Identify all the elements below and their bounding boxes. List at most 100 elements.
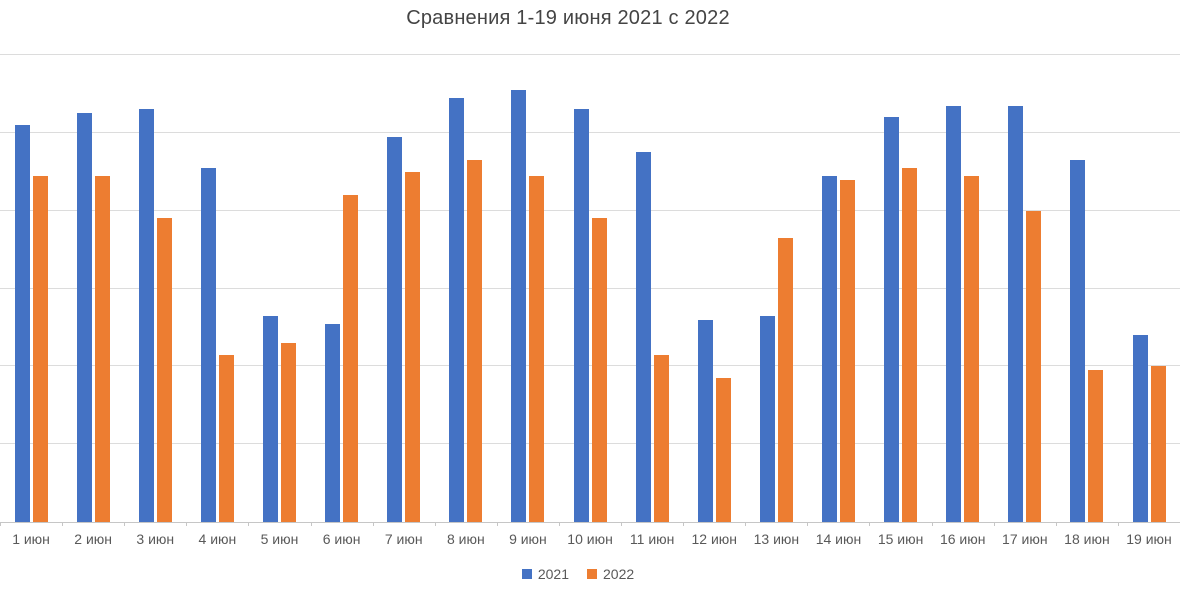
- bar-2022-17-июн: [1026, 210, 1042, 522]
- x-axis-label-13: 13 июн: [753, 531, 800, 547]
- bar-2021-11-июн: [635, 152, 651, 522]
- bar-2022-2-июн: [94, 175, 110, 522]
- x-axis-label-7: 7 июн: [384, 531, 423, 547]
- x-axis-tick: [993, 522, 995, 526]
- bar-2021-8-июн: [449, 97, 465, 522]
- x-axis-label-6: 6 июн: [322, 531, 361, 547]
- bar-group-10: [559, 55, 621, 522]
- bar-2022-18-июн: [1088, 370, 1104, 522]
- x-axis-tick: [621, 522, 623, 526]
- chart-title: Сравнения 1-19 июня 2021 с 2022: [406, 7, 730, 29]
- bar-2022-6-июн: [343, 195, 359, 522]
- bar-2022-19-июн: [1150, 366, 1166, 522]
- bar-2021-19-июн: [1132, 335, 1148, 522]
- bar-group-9: [497, 55, 559, 522]
- bar-group-3: [124, 55, 186, 522]
- x-axis-tick: [372, 522, 374, 526]
- x-axis-label-10: 10 июн: [567, 531, 613, 547]
- x-axis-tick: [0, 522, 1, 526]
- legend-swatch-2021: [521, 569, 532, 579]
- x-axis-label-16: 16 июн: [939, 531, 986, 547]
- bar-group-14: [807, 55, 869, 522]
- bar-2021-3-июн: [138, 109, 154, 522]
- x-axis-tick: [1117, 522, 1119, 526]
- legend-label-2021: 2021: [537, 566, 569, 582]
- x-axis-tick: [434, 522, 436, 526]
- bar-2021-4-июн: [200, 167, 216, 522]
- bar-2022-1-июн: [32, 175, 48, 522]
- legend-label-2022: 2022: [603, 566, 635, 582]
- bar-2022-9-июн: [529, 175, 545, 522]
- bar-group-8: [435, 55, 497, 522]
- x-axis-label-8: 8 июн: [446, 531, 485, 547]
- x-axis-tick: [931, 522, 933, 526]
- x-axis-tick: [186, 522, 188, 526]
- x-axis-label-18: 18 июн: [1064, 531, 1110, 547]
- bar-2022-7-июн: [405, 171, 421, 522]
- bar-2022-8-июн: [467, 160, 483, 522]
- gridline-40: [0, 209, 1180, 211]
- x-axis-tick: [124, 522, 126, 526]
- bar-group-12: [683, 55, 745, 522]
- x-axis-tick: [496, 522, 498, 526]
- bar-2021-5-июн: [262, 315, 278, 522]
- x-axis-label-5: 5 июн: [260, 531, 299, 547]
- bar-2021-10-июн: [573, 109, 589, 522]
- x-axis-tick: [558, 522, 560, 526]
- x-axis-label-14: 14 июн: [815, 531, 862, 547]
- x-axis-label-15: 15 июн: [877, 531, 924, 547]
- x-axis-label-4: 4 июн: [198, 531, 237, 547]
- bar-2021-15-июн: [884, 117, 900, 522]
- legend-item-2022: 2022: [587, 566, 634, 582]
- x-axis-tick: [869, 522, 871, 526]
- x-axis-label-1: 1 июн: [12, 531, 50, 547]
- bar-2021-16-июн: [946, 105, 962, 522]
- bar-2021-9-июн: [511, 90, 527, 522]
- bar-group-17: [994, 55, 1056, 522]
- bar-group-15: [870, 55, 932, 522]
- x-axis-tick: [248, 522, 250, 526]
- bar-2021-6-июн: [325, 323, 341, 522]
- x-axis-label-19: 19 июн: [1126, 531, 1172, 547]
- bar-group-13: [745, 55, 807, 522]
- x-axis-tick: [1055, 522, 1057, 526]
- legend: 2021 2022: [0, 566, 1156, 582]
- bar-group-7: [373, 55, 435, 522]
- plot-area: [0, 54, 1180, 526]
- x-axis-label-11: 11 июн: [629, 531, 675, 547]
- bar-2022-11-июн: [653, 354, 669, 522]
- bar-group-18: [1056, 55, 1118, 522]
- bar-2021-12-июн: [697, 319, 713, 522]
- bar-group-5: [248, 55, 310, 522]
- gridline-20: [0, 365, 1180, 367]
- bar-group-16: [932, 55, 994, 522]
- bar-2022-14-июн: [839, 179, 855, 522]
- bar-group-1: [0, 55, 62, 522]
- x-axis-tick: [683, 522, 685, 526]
- x-axis-tick: [310, 522, 312, 526]
- bar-group-19: [1118, 55, 1180, 522]
- bar-group-6: [311, 55, 373, 522]
- bar-2021-18-июн: [1070, 160, 1086, 522]
- gridline-50: [0, 131, 1180, 133]
- legend-item-2021: 2021: [521, 566, 569, 582]
- bar-2022-13-июн: [777, 237, 793, 522]
- bar-2022-5-июн: [280, 342, 296, 522]
- bar-2021-7-июн: [387, 136, 403, 522]
- x-axis-tick: [807, 522, 809, 526]
- x-axis-label-12: 12 июн: [691, 531, 738, 547]
- gridline-30: [0, 287, 1180, 289]
- bar-group-4: [186, 55, 248, 522]
- bar-2021-17-июн: [1008, 105, 1024, 522]
- x-axis-tick: [745, 522, 747, 526]
- bar-2021-14-июн: [821, 175, 837, 522]
- x-axis-label-17: 17 июн: [1002, 531, 1048, 547]
- gridline-60: [0, 54, 1180, 55]
- bar-2022-16-июн: [964, 175, 980, 522]
- bar-2021-1-июн: [14, 125, 30, 522]
- bar-2022-10-июн: [591, 218, 607, 522]
- bar-2022-12-июн: [715, 378, 731, 522]
- bar-group-2: [62, 55, 124, 522]
- legend-swatch-2022: [587, 569, 597, 579]
